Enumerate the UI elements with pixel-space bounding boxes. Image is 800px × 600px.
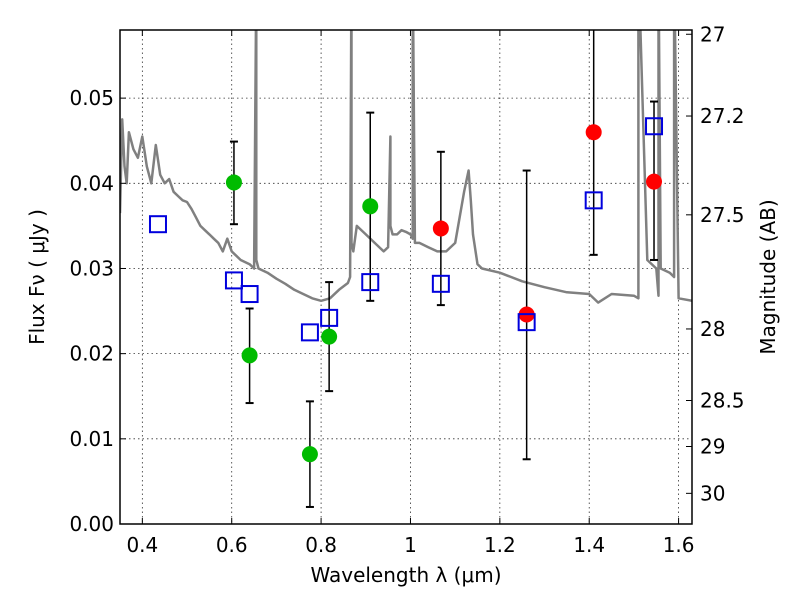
model-square-point xyxy=(148,215,167,234)
y2-tick-label: 29 xyxy=(700,434,725,458)
y2-tick-label: 28.5 xyxy=(700,389,745,413)
model-square-point xyxy=(320,308,339,327)
green-point xyxy=(241,347,258,364)
y-axis: 0.00 0.01 0.02 0.03 0.04 0.05 xyxy=(69,86,126,536)
model-square-point xyxy=(431,274,450,293)
model-square-point xyxy=(517,313,536,332)
y2-tick-label: 27.2 xyxy=(700,104,745,128)
y-axis-label: Flux Fν ( μJy ) xyxy=(25,209,49,345)
y2-tick-label: 30 xyxy=(700,481,725,505)
green-point xyxy=(362,198,379,215)
y2-axis: 27 27.2 27.5 28 28.5 29 30 xyxy=(686,22,745,505)
y-tick-label: 0.05 xyxy=(69,86,114,110)
green-point xyxy=(225,174,242,191)
model-spectrum-line xyxy=(120,30,692,304)
red-point xyxy=(432,220,449,237)
x-axis-label: Wavelength λ (μm) xyxy=(310,563,501,587)
green-point xyxy=(301,446,318,463)
grid xyxy=(120,30,692,525)
x-tick-label: 1.2 xyxy=(484,533,516,557)
x-tick-label: 0.4 xyxy=(126,533,158,557)
model-square-point xyxy=(240,285,259,304)
x-tick-label: 0.8 xyxy=(305,533,337,557)
model-spectrum xyxy=(120,30,692,304)
x-axis: 0.4 0.6 0.8 1 1.2 1.4 1.6 xyxy=(126,30,695,557)
plot-frame xyxy=(119,29,693,525)
model-square-point xyxy=(645,117,664,136)
red-point xyxy=(646,173,663,190)
model-square-point xyxy=(584,191,603,210)
y2-tick-label: 28 xyxy=(700,317,725,341)
data-markers xyxy=(148,117,664,463)
y-tick-label: 0.04 xyxy=(69,171,114,195)
model-square-point xyxy=(361,273,380,292)
y-tick-label: 0.01 xyxy=(69,427,114,451)
error-bars xyxy=(229,30,659,508)
y-tick-label: 0.02 xyxy=(69,342,114,366)
y2-axis-label: Magnitude (AB) xyxy=(756,199,780,354)
x-tick-label: 1.4 xyxy=(573,533,605,557)
red-point xyxy=(585,124,602,141)
x-tick-label: 1.6 xyxy=(663,533,695,557)
model-square-point xyxy=(224,271,243,290)
y2-tick-label: 27 xyxy=(700,22,725,46)
y-tick-label: 0.00 xyxy=(69,512,114,536)
x-tick-label: 1 xyxy=(404,533,417,557)
x-tick-label: 0.6 xyxy=(216,533,248,557)
y2-tick-label: 27.5 xyxy=(700,203,745,227)
model-square-point xyxy=(300,323,319,342)
green-point xyxy=(321,328,338,345)
y-tick-label: 0.03 xyxy=(69,256,114,280)
